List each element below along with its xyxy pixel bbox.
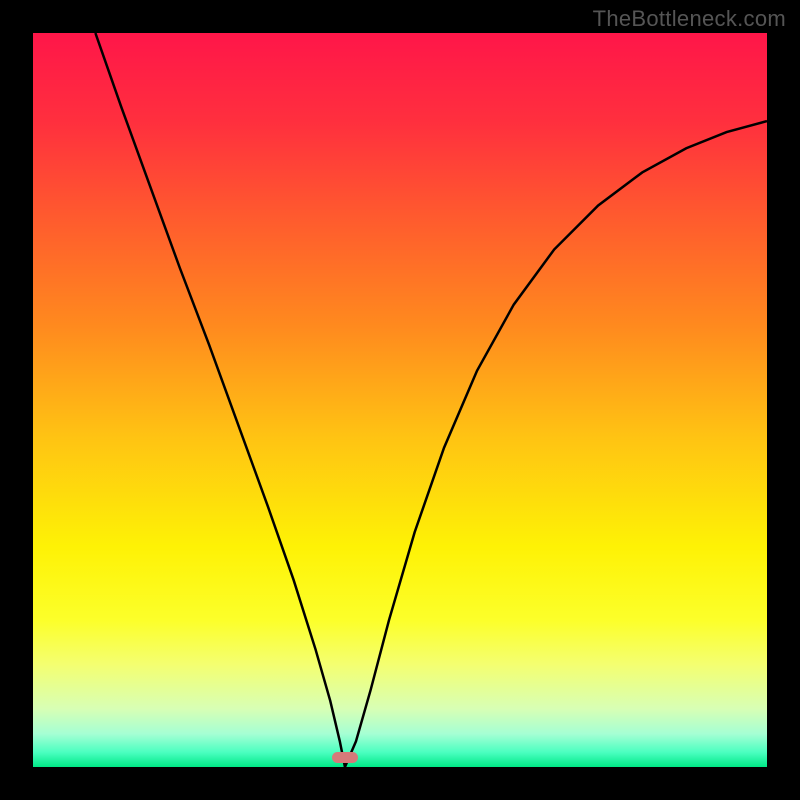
chart-svg xyxy=(33,33,767,767)
chart-frame: TheBottleneck.com xyxy=(0,0,800,800)
chart-background xyxy=(33,33,767,767)
watermark-text: TheBottleneck.com xyxy=(593,6,786,32)
minimum-marker xyxy=(332,752,358,763)
plot-area xyxy=(33,33,767,767)
